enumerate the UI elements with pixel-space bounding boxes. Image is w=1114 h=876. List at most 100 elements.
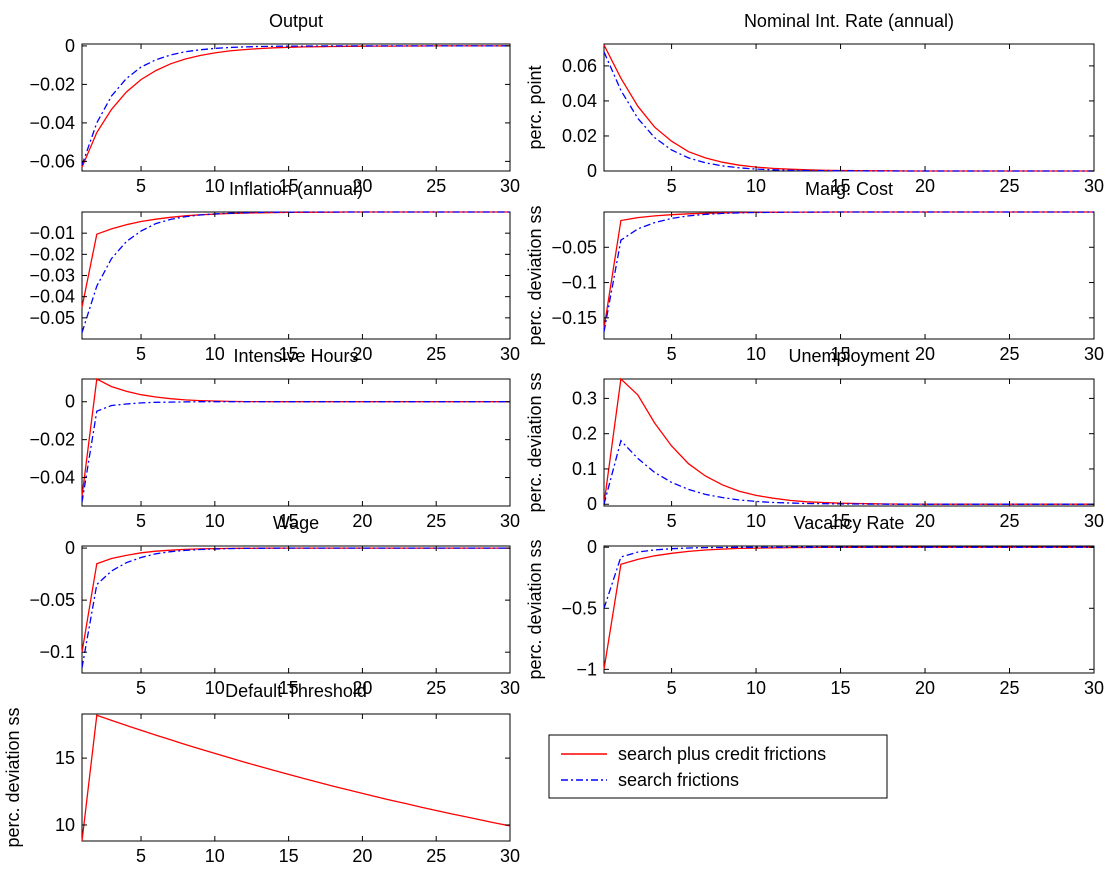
legend-box bbox=[548, 734, 888, 799]
y-tick-label: 0.02 bbox=[562, 126, 597, 146]
x-tick-label: 20 bbox=[352, 678, 372, 698]
x-tick-label: 25 bbox=[1000, 678, 1020, 698]
plot-area bbox=[603, 43, 1095, 172]
x-tick-label: 20 bbox=[352, 176, 372, 196]
panel-title: Wage bbox=[273, 513, 319, 533]
panel-title: Intensive Hours bbox=[233, 346, 358, 366]
x-tick-label: 20 bbox=[915, 344, 935, 364]
x-tick-label: 25 bbox=[426, 511, 446, 531]
plot-area bbox=[603, 545, 1095, 674]
panel-title: Vacancy Rate bbox=[794, 513, 905, 533]
x-tick-label: 15 bbox=[831, 678, 851, 698]
series-line bbox=[603, 51, 1094, 172]
x-tick-label: 20 bbox=[352, 511, 372, 531]
x-tick-label: 20 bbox=[915, 176, 935, 196]
x-tick-label: 10 bbox=[205, 344, 225, 364]
panel-7: 5 10 15 20 25 30 −0.1 −0.05 0 Wage bbox=[29, 513, 520, 698]
y-tick-label: 10 bbox=[55, 815, 75, 835]
y-tick-label: 0 bbox=[65, 538, 75, 558]
y-tick-label: −0.04 bbox=[29, 113, 75, 133]
y-axis-label: perc. deviation ss bbox=[525, 539, 545, 679]
x-tick-label: 5 bbox=[136, 511, 146, 531]
y-tick-label: −0.04 bbox=[29, 468, 75, 488]
y-axis-label: perc. deviation ss bbox=[525, 205, 545, 345]
x-tick-label: 5 bbox=[667, 344, 677, 364]
x-tick-label: 5 bbox=[136, 344, 146, 364]
x-tick-label: 25 bbox=[1000, 344, 1020, 364]
x-tick-label: 15 bbox=[831, 511, 851, 531]
x-tick-label: 15 bbox=[279, 846, 299, 866]
plot-area bbox=[603, 211, 1095, 340]
x-tick-label: 10 bbox=[746, 511, 766, 531]
plot-area bbox=[81, 43, 511, 172]
x-tick-label: 5 bbox=[667, 176, 677, 196]
y-tick-label: −0.04 bbox=[29, 287, 75, 307]
x-tick-label: 15 bbox=[831, 344, 851, 364]
plot-area bbox=[81, 713, 511, 842]
panel-title: Inflation (annual) bbox=[229, 179, 363, 199]
panel-3: 5 10 15 20 25 30 −0.05−0.04−0.03−0.02−0.01 Infl… bbox=[29, 179, 520, 364]
y-tick-label: −0.02 bbox=[29, 244, 75, 264]
y-tick-label: −0.1 bbox=[561, 273, 597, 293]
y-tick-label: −0.5 bbox=[561, 598, 597, 618]
x-tick-label: 30 bbox=[1084, 511, 1104, 531]
x-tick-label: 30 bbox=[500, 846, 520, 866]
x-tick-label: 25 bbox=[426, 846, 446, 866]
series-line bbox=[81, 45, 510, 166]
x-tick-label: 10 bbox=[205, 176, 225, 196]
y-tick-label: −0.05 bbox=[29, 308, 75, 328]
x-tick-label: 10 bbox=[746, 176, 766, 196]
x-tick-label: 15 bbox=[279, 678, 299, 698]
series-line bbox=[603, 439, 1094, 505]
y-tick-label: −0.1 bbox=[39, 642, 75, 662]
series-line bbox=[81, 714, 511, 842]
series-line bbox=[603, 211, 1094, 333]
y-tick-label: 0.1 bbox=[572, 459, 597, 479]
x-tick-label: 5 bbox=[136, 678, 146, 698]
x-tick-label: 25 bbox=[1000, 511, 1020, 531]
x-tick-label: 15 bbox=[279, 176, 299, 196]
y-tick-label: −0.15 bbox=[551, 308, 597, 328]
legend-label-red: search plus credit frictions bbox=[618, 744, 826, 764]
y-tick-label: −0.05 bbox=[29, 590, 75, 610]
y-tick-label: −0.01 bbox=[29, 223, 75, 243]
y-axis-label: perc. point bbox=[525, 65, 545, 149]
y-tick-label: 0.2 bbox=[572, 424, 597, 444]
y-tick-label: −0.02 bbox=[29, 430, 75, 450]
x-tick-label: 10 bbox=[205, 678, 225, 698]
series-line bbox=[81, 45, 510, 168]
legend-label-blue: search frictions bbox=[618, 770, 739, 790]
x-tick-label: 30 bbox=[1084, 344, 1104, 364]
panel-title: Nominal Int. Rate (annual) bbox=[744, 11, 954, 31]
panel-1: 5 10 15 20 25 30 −0.06 −0.04 −0.02 0 Output bbox=[29, 11, 520, 196]
y-tick-label: −0.03 bbox=[29, 266, 75, 286]
x-tick-label: 20 bbox=[352, 846, 372, 866]
panel-6: 5 10 15 20 25 30 0 0.1 0.2 0.3 Unemployment perc. d… bbox=[525, 346, 1104, 531]
x-tick-label: 30 bbox=[500, 511, 520, 531]
panel-5: 5 10 15 20 25 30 −0.04 −0.02 0 Intensive Hours bbox=[29, 346, 520, 531]
y-tick-label: 0 bbox=[65, 392, 75, 412]
x-tick-label: 25 bbox=[426, 678, 446, 698]
panel-title: Marg. Cost bbox=[805, 179, 893, 199]
x-tick-label: 15 bbox=[279, 344, 299, 364]
y-tick-label: 0 bbox=[587, 161, 597, 181]
x-tick-label: 10 bbox=[746, 344, 766, 364]
y-tick-label: −0.02 bbox=[29, 74, 75, 94]
x-tick-label: 30 bbox=[1084, 678, 1104, 698]
y-tick-label: 0.3 bbox=[572, 388, 597, 408]
x-tick-label: 15 bbox=[831, 176, 851, 196]
y-tick-label: −0.05 bbox=[551, 237, 597, 257]
series-line bbox=[81, 401, 510, 503]
x-tick-label: 10 bbox=[205, 511, 225, 531]
panel-title: Output bbox=[269, 11, 323, 31]
x-tick-label: 5 bbox=[667, 678, 677, 698]
y-tick-label: −0.06 bbox=[29, 151, 75, 171]
panel-2: 5 10 15 20 25 30 0 0.02 0.04 0.06 Nominal Int. Rat… bbox=[525, 11, 1104, 196]
x-tick-label: 25 bbox=[426, 344, 446, 364]
series-line bbox=[81, 211, 510, 333]
x-tick-label: 25 bbox=[426, 176, 446, 196]
panel-4: 5 10 15 20 25 30 −0.15 −0.1 −0.05 Marg. Cost perc.… bbox=[525, 179, 1104, 364]
y-tick-label: −1 bbox=[576, 659, 597, 679]
y-tick-label: 0 bbox=[587, 537, 597, 557]
